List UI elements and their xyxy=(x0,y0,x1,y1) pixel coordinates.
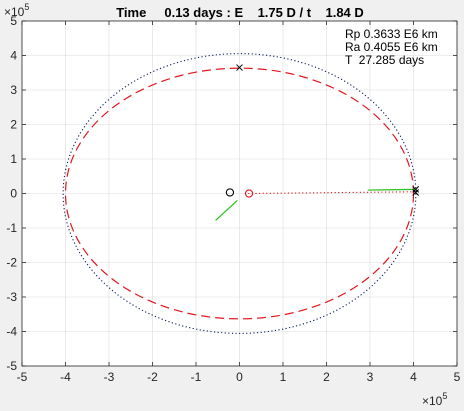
x-tick-label: -3 xyxy=(104,370,115,384)
y-tick-label: 1 xyxy=(10,152,17,166)
barycenter-circle-marker xyxy=(244,189,254,198)
y-tick-label: 2 xyxy=(10,118,17,132)
marker-layer xyxy=(225,64,420,198)
x-exponent-label: ×105 xyxy=(422,391,447,408)
y-exponent-label: ×105 xyxy=(4,2,29,19)
y-tick-label: 4 xyxy=(10,49,17,63)
cross-right-1-marker xyxy=(412,186,420,193)
x-tick-label: -2 xyxy=(147,370,158,384)
x-tick-label: 4 xyxy=(410,370,417,384)
y-tick-label: -4 xyxy=(6,325,17,339)
tick-layer: -5 -4 -3 -2 -1 0 1 2 3 4 5 -5 -4 -3 -2 -1 0 1 2 3 4 5 xyxy=(6,14,460,384)
cross-right-1-stroke-b xyxy=(412,186,420,193)
y-tick-label: -5 xyxy=(6,359,17,373)
series-line-4 xyxy=(215,199,238,221)
cross-top-stroke-b xyxy=(236,64,243,71)
x-tick-label: -5 xyxy=(17,370,28,384)
series-ellipse-0 xyxy=(62,53,417,334)
y-tick-label: -1 xyxy=(6,221,17,235)
y-tick-label: 5 xyxy=(10,14,17,28)
y-tick-label: 0 xyxy=(10,187,17,201)
x-tick-label: 5 xyxy=(454,370,461,384)
annotation-box: Rp 0.3633 E6 km Ra 0.4055 E6 km T 27.285… xyxy=(345,27,438,67)
chart-title: Time 0.13 days : E 1.75 D / t 1.84 D xyxy=(116,5,364,20)
x-tick-label: 3 xyxy=(367,370,374,384)
series-ellipse-1 xyxy=(64,67,415,320)
y-tick-label: 3 xyxy=(10,83,17,97)
y-tick-label: -2 xyxy=(6,256,17,270)
annotation-rp: Rp 0.3633 E6 km xyxy=(345,27,438,41)
series-layer xyxy=(62,53,417,334)
x-tick-label: -1 xyxy=(191,370,202,384)
annotation-period: T 27.285 days xyxy=(345,53,424,67)
series-line-2 xyxy=(248,191,416,195)
annotation-ra: Ra 0.4055 E6 km xyxy=(345,40,438,54)
cross-right-2-stroke-b xyxy=(412,189,420,196)
earth-circle-marker xyxy=(225,188,235,197)
y-tick-label: -3 xyxy=(6,290,17,304)
x-tick-label: -4 xyxy=(60,370,71,384)
series-line-3 xyxy=(367,188,416,191)
cross-top-marker xyxy=(236,64,243,71)
x-tick-label: 0 xyxy=(236,370,243,384)
x-tick-label: 1 xyxy=(280,370,287,384)
x-tick-label: 2 xyxy=(323,370,330,384)
cross-right-2-marker xyxy=(412,189,420,196)
grid xyxy=(22,21,457,366)
